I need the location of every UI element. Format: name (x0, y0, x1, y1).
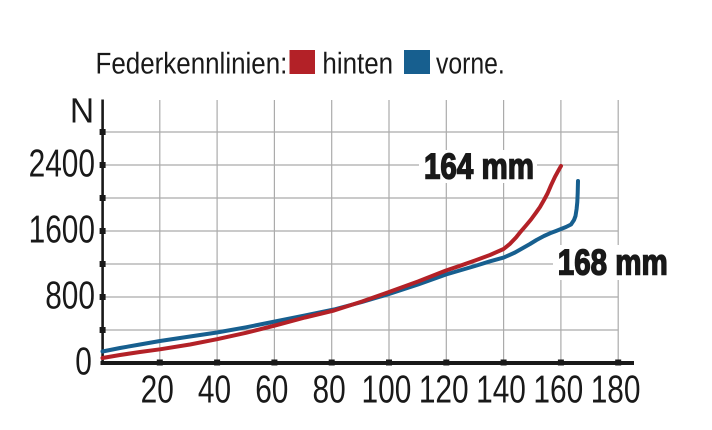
svg-text:N: N (70, 92, 94, 131)
svg-text:120: 120 (419, 369, 469, 412)
svg-text:80: 80 (313, 369, 346, 412)
svg-text:140: 140 (476, 369, 526, 412)
svg-text:0: 0 (75, 341, 92, 384)
svg-text:40: 40 (198, 369, 231, 412)
svg-text:20: 20 (141, 369, 174, 412)
svg-text:168 mm: 168 mm (558, 242, 668, 283)
svg-text:Federkennlinien:: Federkennlinien: (96, 48, 288, 81)
svg-text:vorne.: vorne. (436, 48, 505, 81)
svg-text:164 mm: 164 mm (424, 146, 534, 187)
svg-text:160: 160 (533, 369, 583, 412)
svg-text:100: 100 (362, 369, 412, 412)
svg-text:800: 800 (45, 275, 95, 318)
svg-text:60: 60 (255, 369, 288, 412)
svg-text:2400: 2400 (29, 143, 95, 186)
svg-text:180: 180 (591, 369, 641, 412)
svg-text:hinten: hinten (322, 48, 393, 81)
svg-text:1600: 1600 (29, 209, 95, 252)
